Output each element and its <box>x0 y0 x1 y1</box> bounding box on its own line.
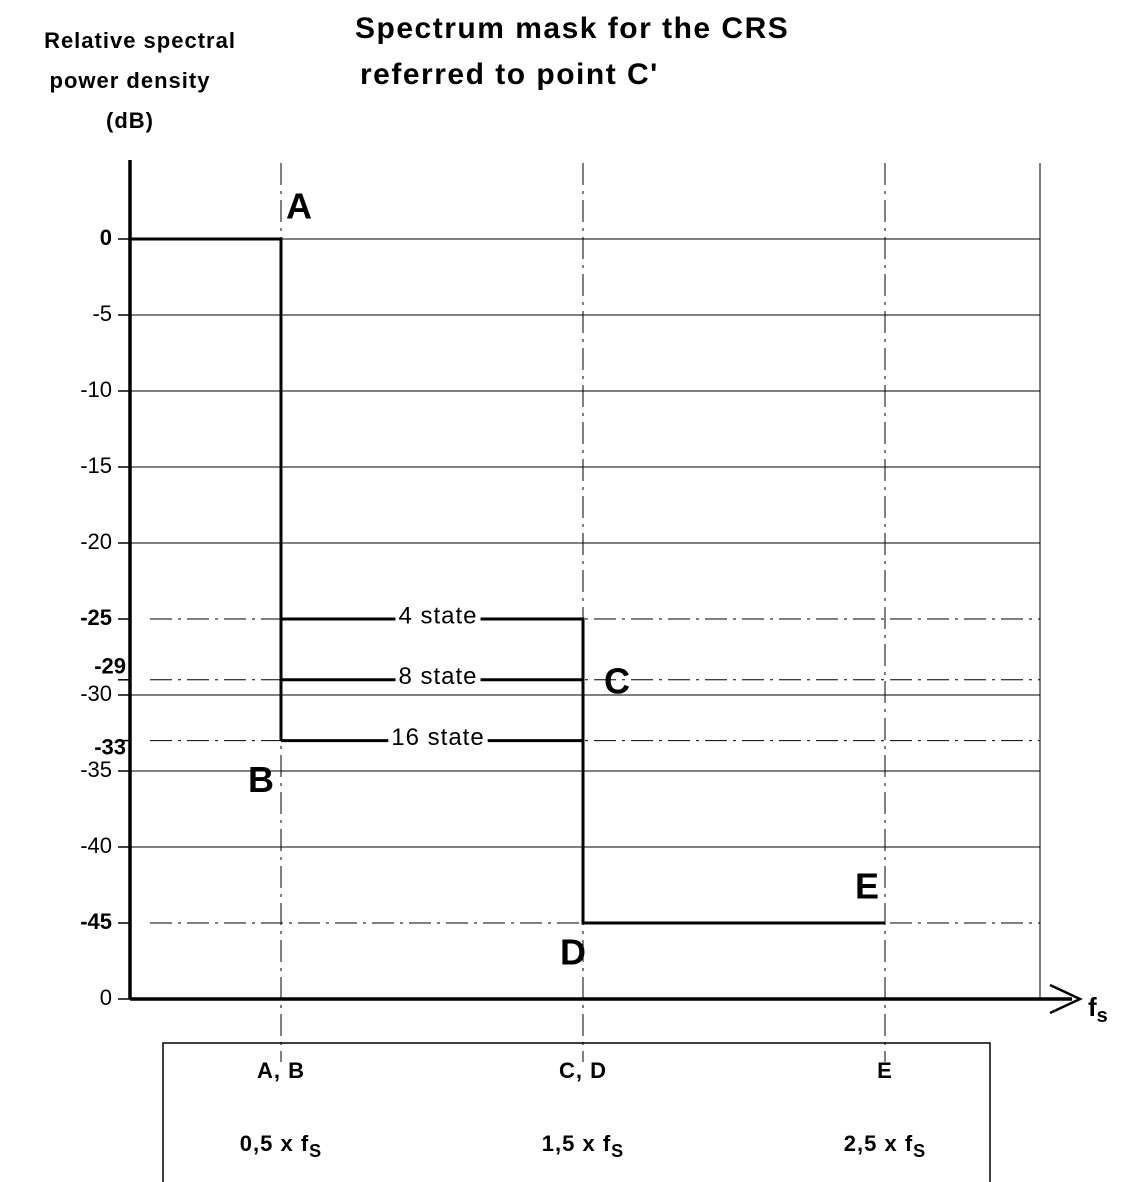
y-tick-label: -15 <box>80 453 112 478</box>
y-tick-label: -40 <box>80 833 112 858</box>
point-label: D <box>560 932 586 973</box>
table-cell: C, D <box>559 1058 607 1083</box>
chart-title: Spectrum mask for the CRS <box>355 12 789 45</box>
reference-label: -45 <box>80 909 112 934</box>
y-tick-label: 0 <box>100 225 112 250</box>
x-axis-label-sub: s <box>1097 1005 1108 1027</box>
y-axis-label: (dB) <box>106 108 154 133</box>
series-label-bg <box>395 665 481 694</box>
chart-title: referred to point C' <box>360 58 659 91</box>
table-cell-main: 2,5 x f <box>844 1131 913 1156</box>
table-cell-main: 1,5 x f <box>542 1131 611 1156</box>
y-tick-label: -35 <box>80 757 112 782</box>
point-label: E <box>855 866 879 907</box>
y-tick-label: -5 <box>92 301 112 326</box>
mask-line <box>130 237 283 741</box>
table-cell: 0,5 x fS <box>240 1131 322 1161</box>
table-cell-main: E <box>877 1058 893 1083</box>
point-label: C <box>604 660 630 701</box>
table-cell-main: C, D <box>559 1058 607 1083</box>
y-tick-label: 0 <box>100 985 112 1010</box>
table-cell: 1,5 x fS <box>542 1131 624 1161</box>
table-cell: E <box>877 1058 893 1083</box>
point-label: A <box>286 186 312 227</box>
y-axis-label: power density <box>50 68 211 93</box>
table-cell: A, B <box>257 1058 305 1083</box>
x-axis-label: fs <box>1088 992 1108 1027</box>
y-tick-label: -20 <box>80 529 112 554</box>
table-box <box>162 1042 991 1182</box>
table-cell-sub: S <box>913 1141 926 1161</box>
series-label: 16 state <box>391 724 484 751</box>
x-axis-arrow <box>1049 983 1083 1015</box>
series-label-bg <box>395 605 481 633</box>
point-label: B <box>248 759 274 800</box>
y-axis-label: Relative spectral <box>44 28 236 53</box>
reference-label: -33 <box>94 734 126 759</box>
table-cell: 2,5 x fS <box>844 1131 926 1161</box>
series-label-bg <box>388 726 488 755</box>
y-tick-label: -10 <box>80 377 112 402</box>
table-cell-main: 0,5 x f <box>240 1131 309 1156</box>
x-axis-label-main: f <box>1088 992 1097 1022</box>
table-cell-main: A, B <box>257 1058 305 1083</box>
y-tick-label: -30 <box>80 681 112 706</box>
table-cell-sub: S <box>309 1141 322 1161</box>
series-label: 8 state <box>398 663 477 690</box>
table-cell-sub: S <box>611 1141 624 1161</box>
reference-label: -25 <box>80 605 112 630</box>
reference-label: -29 <box>94 654 126 679</box>
series-label: 4 state <box>398 602 477 629</box>
